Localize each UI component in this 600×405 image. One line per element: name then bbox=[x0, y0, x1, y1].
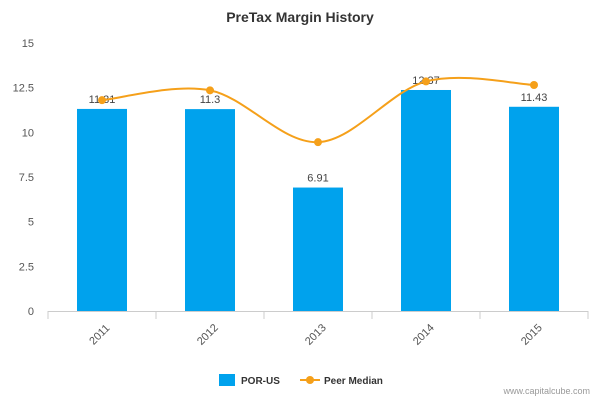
peer-median-point-2012 bbox=[206, 86, 214, 95]
legend[interactable]: POR-US Peer Median bbox=[219, 374, 383, 387]
peer-median-line bbox=[101, 76, 535, 144]
x-tick-label: 2013 bbox=[303, 322, 329, 348]
y-tick-label: 7.5 bbox=[19, 172, 34, 184]
x-tick-label: 2014 bbox=[411, 322, 437, 348]
chart-title: PreTax Margin History bbox=[226, 9, 374, 25]
y-tick-label: 2.5 bbox=[19, 261, 34, 273]
bar-data-label: 6.91 bbox=[307, 173, 328, 185]
x-tick-label: 2012 bbox=[195, 322, 221, 348]
bar-2014 bbox=[401, 89, 451, 311]
bar-2011 bbox=[77, 108, 127, 311]
bar-data-label: 11.3 bbox=[200, 94, 221, 106]
peer-median-point-2013 bbox=[314, 138, 322, 147]
peer-median-point-2011 bbox=[98, 96, 106, 105]
y-tick-label: 10 bbox=[22, 127, 34, 139]
x-axis: 2011 2012 2013 2014 2015 bbox=[47, 311, 589, 348]
peer-median-series bbox=[98, 76, 538, 147]
y-tick-label: 0 bbox=[28, 306, 34, 318]
legend-swatch-marker bbox=[306, 376, 314, 384]
bar-2012 bbox=[185, 109, 235, 312]
y-tick-label: 15 bbox=[22, 38, 34, 50]
legend-label-bar: POR-US bbox=[241, 376, 280, 387]
peer-median-point-2015 bbox=[530, 80, 538, 89]
bar-series bbox=[77, 89, 559, 312]
y-tick-label: 5 bbox=[28, 217, 34, 229]
x-tick-label: 2015 bbox=[519, 322, 545, 348]
y-tick-label: 12.5 bbox=[13, 83, 34, 95]
x-tick-label: 2011 bbox=[87, 322, 112, 347]
bar-2013 bbox=[293, 187, 343, 311]
peer-median-point-2014 bbox=[422, 77, 430, 86]
y-axis: 0 2.5 5 7.5 10 12.5 15 bbox=[13, 38, 34, 318]
legend-label-line: Peer Median bbox=[324, 376, 383, 387]
bar-2015 bbox=[509, 106, 559, 311]
bar-data-label: 11.43 bbox=[521, 92, 548, 104]
legend-swatch-bar bbox=[219, 374, 235, 386]
watermark: www.capitalcube.com bbox=[502, 386, 590, 396]
